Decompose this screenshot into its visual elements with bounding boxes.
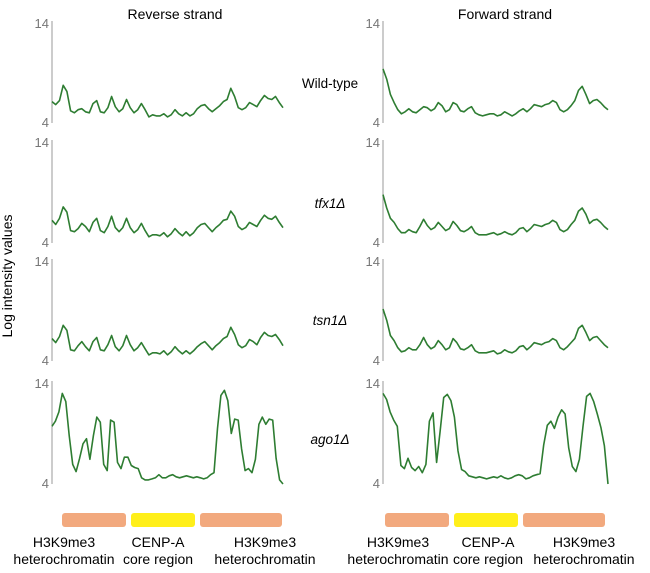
genotype-labels: Wild-type tfx1Δ tsn1Δ ago1Δ <box>302 76 358 447</box>
y-tick-label: 14 <box>35 135 49 150</box>
region-label: heterochromatin <box>347 551 448 567</box>
y-tick-label: 14 <box>35 254 49 269</box>
series-line <box>382 308 609 355</box>
region-label: CENP-A <box>132 534 186 550</box>
panel-reverse-0: 14 4 <box>35 16 284 130</box>
region-label: H3K9me3 <box>367 534 429 550</box>
y-tick-label: 4 <box>373 115 380 130</box>
series-line <box>51 389 284 485</box>
y-tick-label: 4 <box>42 115 49 130</box>
panel-reverse-2: 14 4 <box>35 254 284 368</box>
panel-forward-0: 14 4 <box>366 16 609 130</box>
region-bar <box>131 513 195 527</box>
region-bar <box>523 513 605 527</box>
panel-forward-2: 14 4 <box>366 254 609 368</box>
panel-forward-1: 14 4 <box>366 135 609 250</box>
region-label: heterochromatin <box>214 551 315 567</box>
y-tick-label: 14 <box>366 254 380 269</box>
y-tick-label: 4 <box>373 476 380 491</box>
y-axis-label: Log intensity values <box>0 215 15 338</box>
region-label: heterochromatin <box>533 551 634 567</box>
y-tick-label: 4 <box>42 353 49 368</box>
series-line <box>382 392 609 485</box>
y-tick-label: 4 <box>42 235 49 250</box>
region-bar <box>385 513 449 527</box>
genotype-label: tsn1Δ <box>313 313 348 328</box>
y-tick-label: 14 <box>35 16 49 31</box>
region-label: core region <box>453 551 523 567</box>
genotype-label: ago1Δ <box>310 432 349 447</box>
column-title-reverse: Reverse strand <box>128 6 223 22</box>
y-tick-label: 14 <box>366 135 380 150</box>
y-tick-label: 4 <box>373 235 380 250</box>
series-line <box>51 206 284 238</box>
panel-reverse-1: 14 4 <box>35 135 284 250</box>
panel-forward-3: 14 4 <box>366 376 609 491</box>
genotype-label: Wild-type <box>302 76 358 91</box>
region-label: heterochromatin <box>13 551 114 567</box>
region-label: CENP-A <box>462 534 516 550</box>
region-label: core region <box>123 551 193 567</box>
genotype-label: tfx1Δ <box>315 196 346 211</box>
y-tick-label: 14 <box>366 376 380 391</box>
region-bar <box>62 513 126 527</box>
series-line <box>51 84 284 118</box>
y-tick-label: 14 <box>366 16 380 31</box>
y-tick-label: 4 <box>373 353 380 368</box>
region-bar <box>454 513 518 527</box>
region-label: H3K9me3 <box>553 534 615 550</box>
region-label: H3K9me3 <box>234 534 296 550</box>
series-line <box>382 68 609 117</box>
y-tick-label: 4 <box>42 476 49 491</box>
region-label: H3K9me3 <box>33 534 95 550</box>
y-tick-label: 14 <box>35 376 49 391</box>
series-line <box>51 324 284 356</box>
region-bar <box>200 513 282 527</box>
series-line <box>382 194 609 236</box>
column-title-forward: Forward strand <box>458 6 552 22</box>
panel-reverse-3: 14 4 <box>35 376 284 491</box>
panels: 14 4 14 4 14 4 14 4 14 4 14 4 14 4 14 4 <box>35 16 609 491</box>
